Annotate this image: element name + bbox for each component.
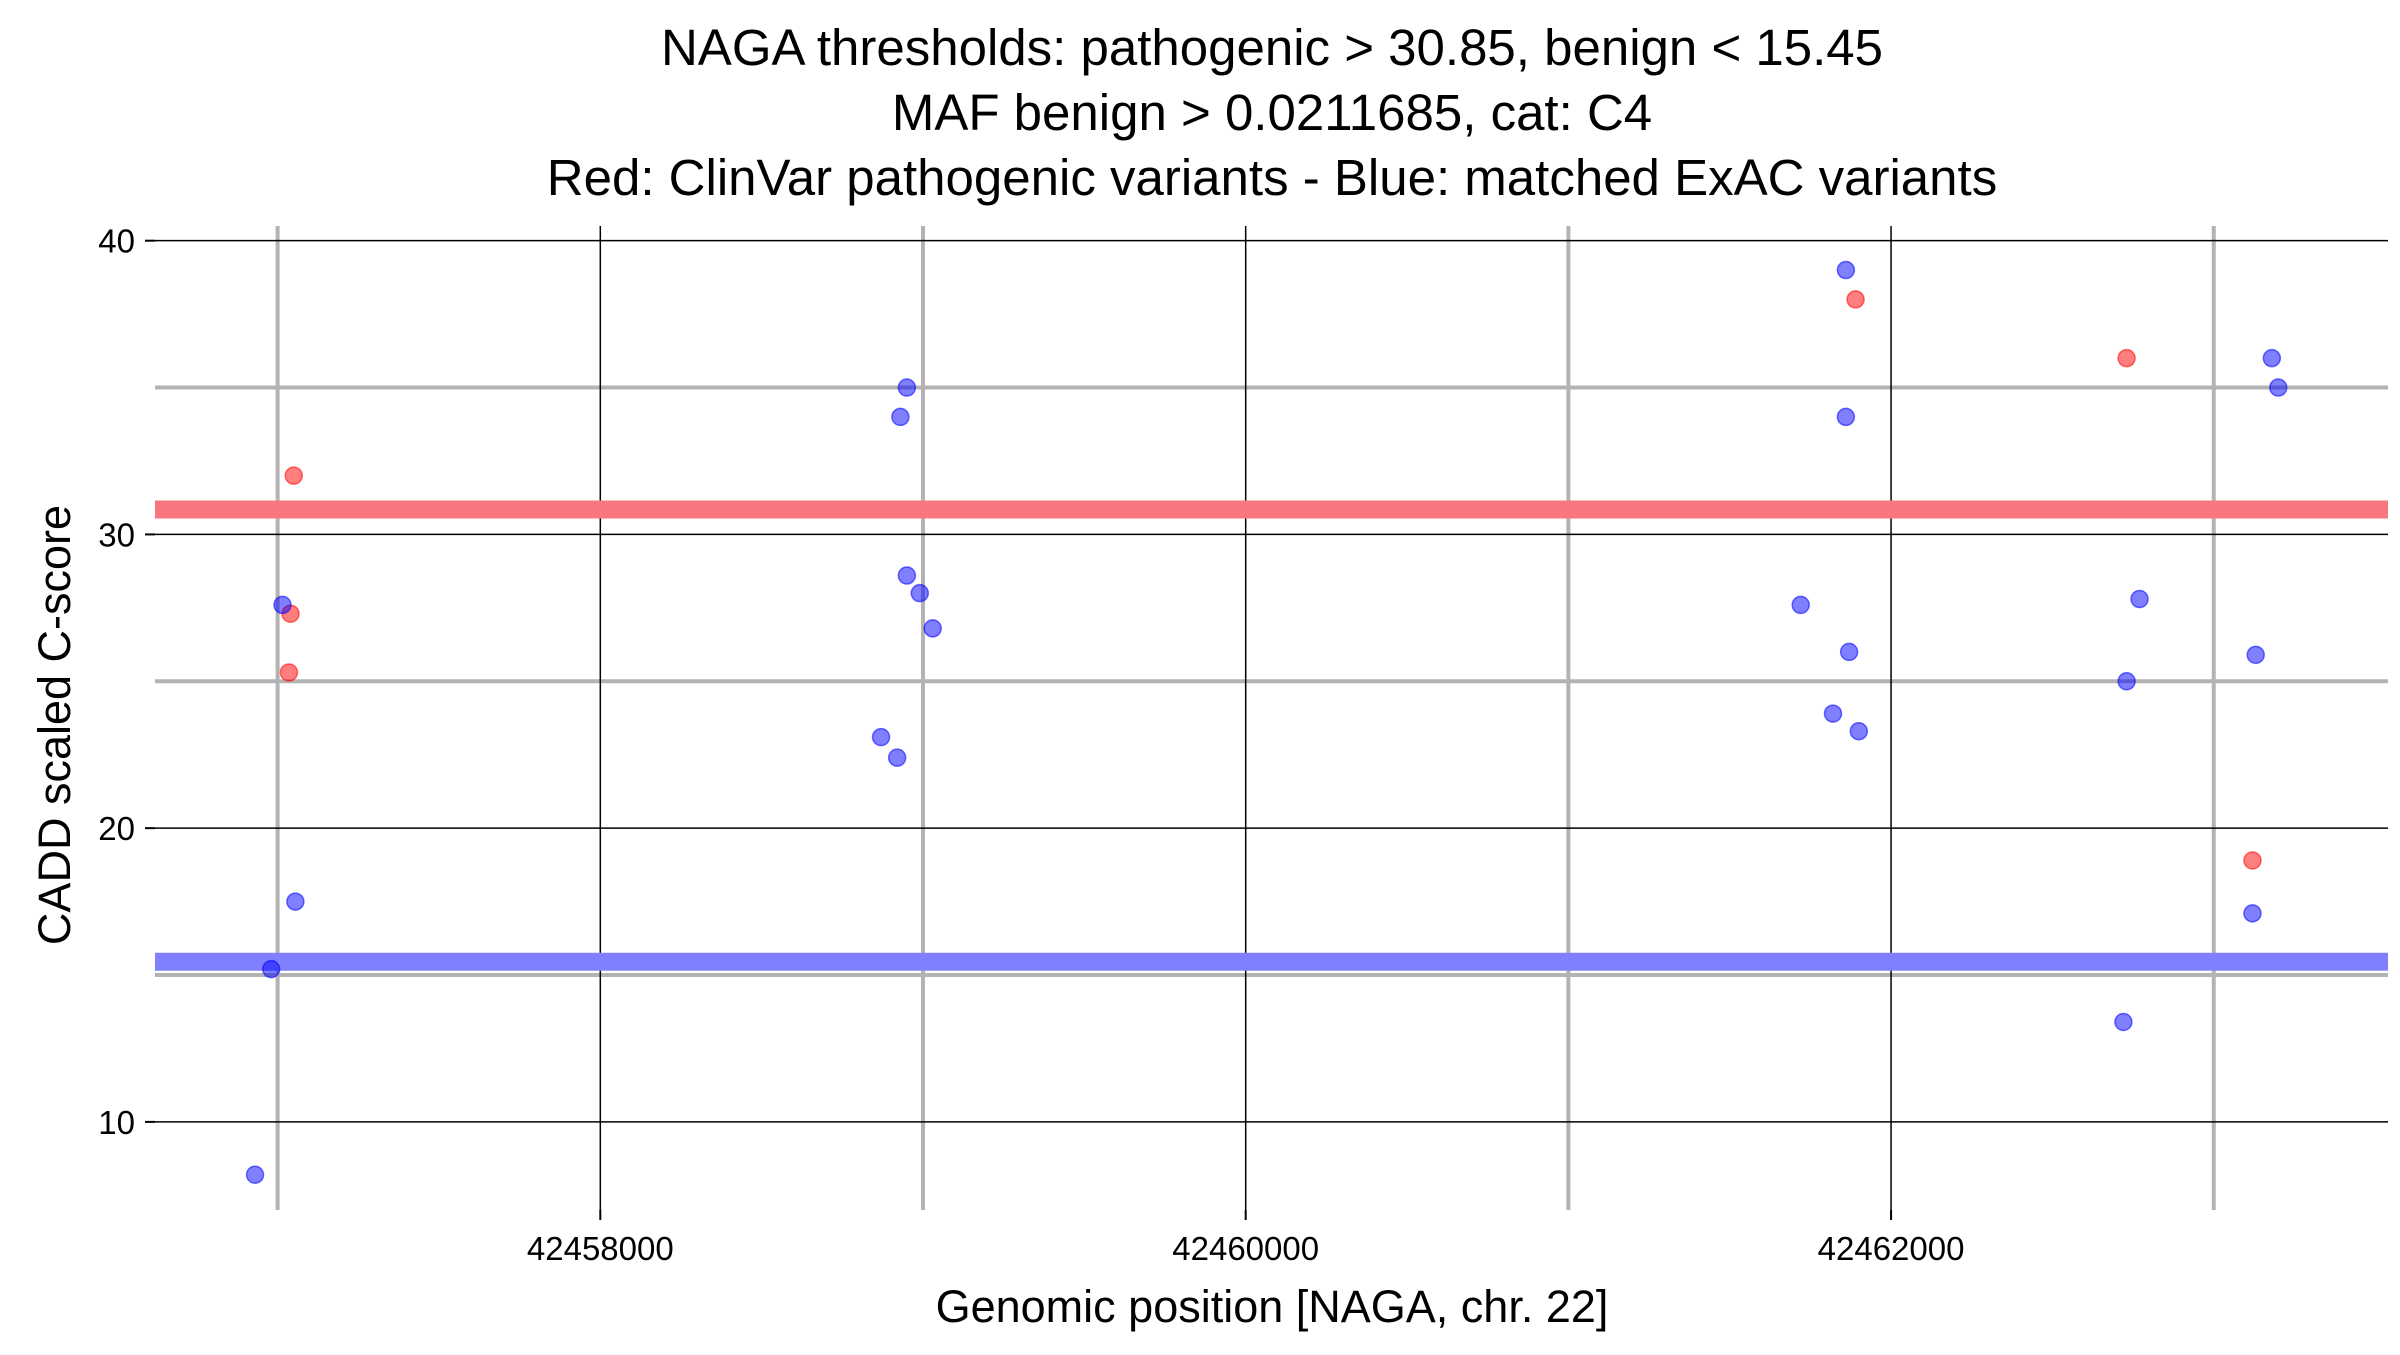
exac-point [897,566,917,585]
exac-point [286,892,305,911]
exac-point [923,619,942,638]
threshold-lines [155,500,2388,971]
x-tick-label: 42458000 [527,1230,674,1267]
exac-point [871,727,891,747]
exac-point [2117,672,2136,691]
y-axis-title: CADD scaled C-score [29,505,80,945]
exac-point [2130,589,2149,609]
clinvar-point [2243,851,2262,870]
y-tick-label: 10 [98,1104,135,1141]
exac-point [897,378,917,397]
chart-title-line-2: MAF benign > 0.0211685, cat: C4 [892,84,1652,141]
chart-title-line-1: NAGA thresholds: pathogenic > 30.85, ben… [661,19,1883,76]
exac-point [273,595,292,615]
clinvar-point [1846,290,1865,309]
exac-point [887,748,907,767]
clinvar-point [2117,348,2136,368]
exac-point [2269,378,2288,397]
exac-point [1823,704,1843,723]
data-points [245,260,2288,1185]
y-tick-label: 40 [98,223,135,260]
exac-point [1839,642,1859,662]
exac-point [2114,1012,2133,1032]
exac-point [910,583,930,603]
x-tick-label: 42460000 [1172,1230,1319,1267]
exac-point [1849,721,1869,741]
tick-labels: 42458000 42460000 42462000 10 20 30 40 [98,223,1964,1267]
y-tick-label: 30 [98,516,135,553]
major-gridlines [155,226,2388,1210]
y-tick-label: 20 [98,810,135,847]
minor-gridlines [155,226,2388,1210]
exac-point [891,407,910,427]
exac-point [1836,260,1856,280]
exac-point [1791,595,1810,615]
exac-point [245,1165,265,1185]
exac-point [261,959,281,979]
axis-ticks [145,239,1893,1220]
exac-point [2246,645,2265,665]
exac-point [2262,348,2282,368]
exac-point [1836,407,1856,427]
x-tick-label: 42462000 [1818,1230,1965,1267]
clinvar-point [284,466,304,485]
x-axis-title: Genomic position [NAGA, chr. 22] [936,1281,1609,1332]
chart-title-line-3: Red: ClinVar pathogenic variants - Blue:… [547,149,1997,206]
exac-point [2243,904,2262,923]
clinvar-point [279,663,299,682]
